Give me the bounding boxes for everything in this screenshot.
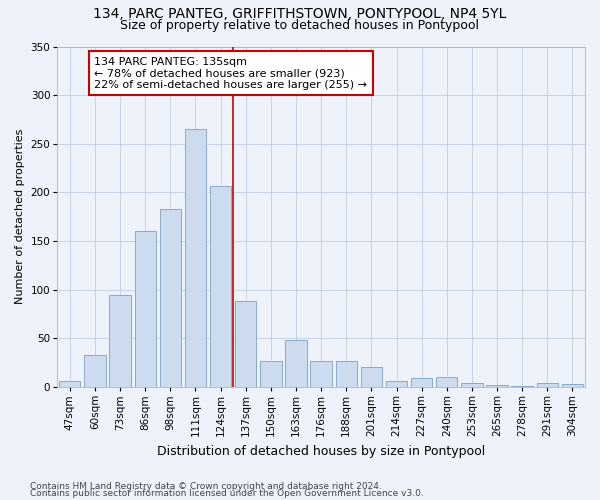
Bar bbox=[386, 382, 407, 387]
Bar bbox=[487, 385, 508, 387]
Bar bbox=[210, 186, 231, 387]
Bar bbox=[185, 129, 206, 387]
Bar bbox=[109, 294, 131, 387]
Text: 134 PARC PANTEG: 135sqm
← 78% of detached houses are smaller (923)
22% of semi-d: 134 PARC PANTEG: 135sqm ← 78% of detache… bbox=[94, 56, 367, 90]
Bar bbox=[310, 361, 332, 387]
Bar bbox=[536, 383, 558, 387]
Text: Size of property relative to detached houses in Pontypool: Size of property relative to detached ho… bbox=[121, 19, 479, 32]
Text: Contains HM Land Registry data © Crown copyright and database right 2024.: Contains HM Land Registry data © Crown c… bbox=[30, 482, 382, 491]
Bar bbox=[84, 355, 106, 387]
Y-axis label: Number of detached properties: Number of detached properties bbox=[15, 129, 25, 304]
Bar bbox=[461, 383, 482, 387]
Bar bbox=[562, 384, 583, 387]
Bar bbox=[411, 378, 433, 387]
X-axis label: Distribution of detached houses by size in Pontypool: Distribution of detached houses by size … bbox=[157, 444, 485, 458]
Bar bbox=[260, 361, 281, 387]
Bar bbox=[235, 302, 256, 387]
Bar bbox=[134, 232, 156, 387]
Bar bbox=[286, 340, 307, 387]
Bar bbox=[160, 209, 181, 387]
Bar bbox=[436, 378, 457, 387]
Bar bbox=[335, 361, 357, 387]
Bar bbox=[59, 382, 80, 387]
Text: 134, PARC PANTEG, GRIFFITHSTOWN, PONTYPOOL, NP4 5YL: 134, PARC PANTEG, GRIFFITHSTOWN, PONTYPO… bbox=[94, 8, 506, 22]
Bar bbox=[361, 366, 382, 387]
Text: Contains public sector information licensed under the Open Government Licence v3: Contains public sector information licen… bbox=[30, 489, 424, 498]
Bar bbox=[511, 386, 533, 387]
